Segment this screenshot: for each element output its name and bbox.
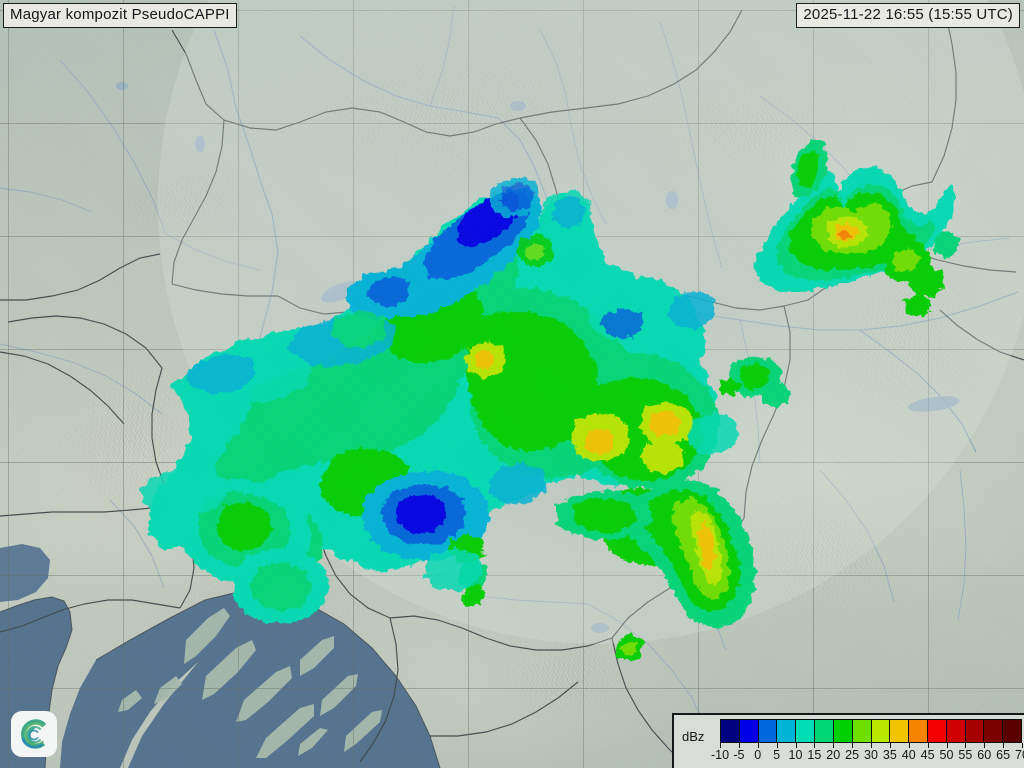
echo-main-band-cores — [464, 342, 694, 474]
legend-tick — [889, 743, 891, 748]
legend-swatch-blue — [739, 720, 759, 742]
legend-tick-label: 35 — [882, 748, 897, 762]
legend-color-bar — [720, 719, 1022, 743]
legend-tick-label: 30 — [864, 748, 878, 762]
legend-tick-label: 0 — [754, 748, 762, 762]
legend-swatch-dark-maroon — [1003, 720, 1021, 742]
legend-swatch-green — [833, 720, 853, 742]
legend-swatch-cyan — [777, 720, 797, 742]
timestamp-label: 2025-11-22 16:55 (15:55 UTC) — [796, 3, 1020, 28]
legend-tick-label: 20 — [826, 748, 841, 762]
legend-tick — [871, 743, 872, 748]
legend-swatch-red — [927, 720, 947, 742]
legend-tick-label: -10 — [710, 748, 730, 762]
legend-tick-label: 55 — [958, 748, 973, 762]
echo-texture-accents — [140, 176, 738, 590]
legend-swatch-turquoise — [796, 720, 816, 742]
legend-swatch-amber — [890, 720, 910, 742]
legend-tick — [984, 743, 986, 748]
adriatic-islands — [118, 608, 382, 758]
echo-northeast-cluster — [754, 142, 960, 318]
legend-tick-label: 25 — [845, 748, 860, 762]
legend-tick-label: 60 — [977, 748, 992, 762]
legend-swatch-dark-red — [946, 720, 966, 742]
legend-tick-label: 50 — [939, 748, 954, 762]
legend-tick-marks — [720, 743, 1023, 749]
legend-swatch-orange — [909, 720, 928, 742]
legend-tick-label: 70 — [1015, 748, 1024, 762]
legend-tick — [908, 743, 910, 748]
legend-swatch-yellow-green — [871, 720, 891, 742]
dbz-color-legend: dBz -10-5 05 10 15 20 25 30 35 40 45 50 55 60 65 70 — [672, 713, 1024, 768]
legend-unit-label: dBz — [682, 729, 705, 744]
legend-tick-label: 40 — [901, 748, 916, 762]
legend-tick — [852, 743, 854, 748]
legend-tick — [757, 743, 759, 748]
legend-swatch-spring-green — [815, 720, 834, 742]
legend-tick — [927, 743, 929, 748]
echo-ne-small-patches — [720, 356, 790, 408]
lakes — [116, 82, 960, 633]
legend-tick-label: 65 — [996, 748, 1011, 762]
legend-tick — [795, 743, 797, 748]
legend-tick-label: 10 — [788, 748, 803, 762]
legend-tick — [738, 743, 740, 748]
legend-swatch-maroon — [984, 720, 1004, 742]
legend-tick — [833, 743, 835, 748]
legend-tick-label: 5 — [773, 748, 781, 762]
legend-tick — [1022, 743, 1023, 748]
legend-tick — [1003, 743, 1005, 748]
legend-tick-label: -5 — [733, 748, 745, 762]
hungaromet-logo[interactable] — [11, 711, 57, 757]
legend-tick — [776, 743, 778, 748]
legend-tick — [946, 743, 948, 748]
legend-tick-label: 15 — [807, 748, 822, 762]
legend-tick-label: 45 — [920, 748, 935, 762]
product-title: Magyar kompozit PseudoCAPPI — [3, 3, 237, 28]
legend-tick — [720, 743, 721, 748]
legend-tick-labels: -10-5 05 10 15 20 25 30 35 40 45 50 55 60 65 70 — [711, 748, 1024, 766]
legend-tick — [814, 743, 816, 748]
legend-swatch-azure — [758, 720, 778, 742]
legend-swatch-darker-red — [965, 720, 985, 742]
spiral-logo-icon — [21, 719, 46, 749]
legend-swatch-lime — [852, 720, 872, 742]
legend-tick — [965, 743, 967, 748]
legend-swatch-navy — [721, 720, 740, 742]
